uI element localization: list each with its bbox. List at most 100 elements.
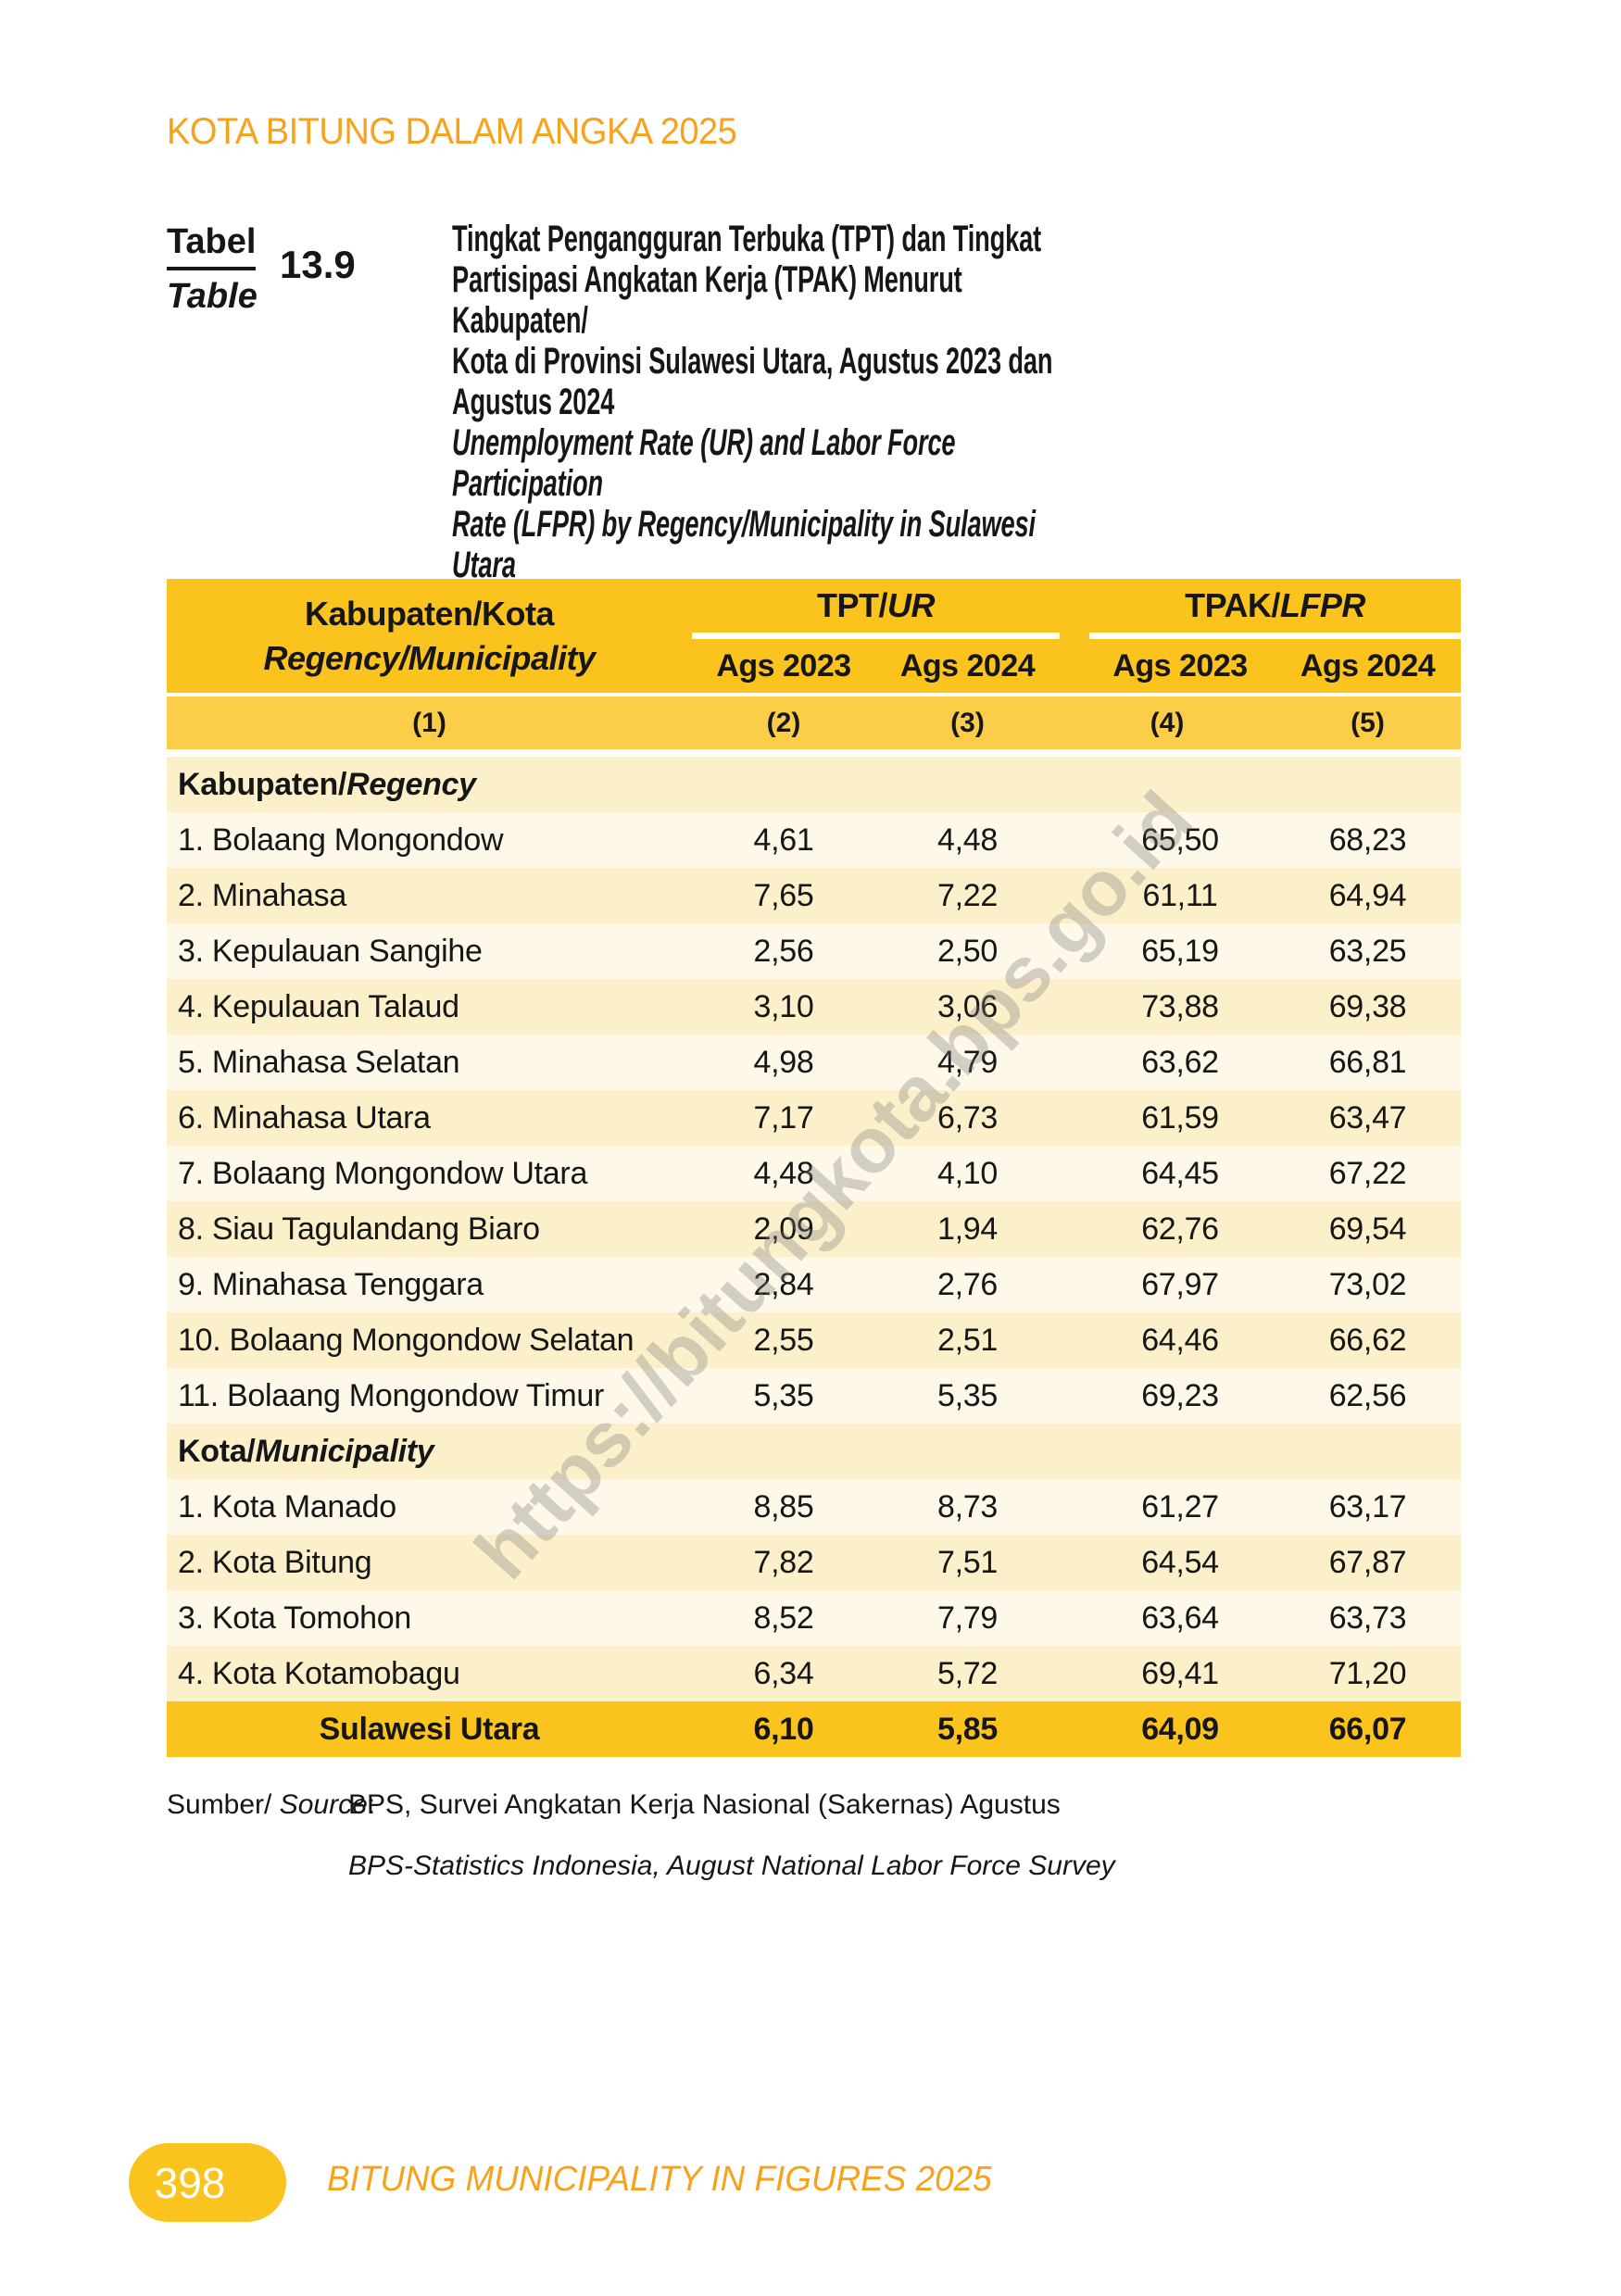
value-cell: 69,38 bbox=[1328, 988, 1407, 1024]
value-cell: 6,73 bbox=[937, 1099, 998, 1135]
source-label: Sumber/ Source: bbox=[167, 1789, 375, 1882]
value-cell: 8,73 bbox=[937, 1488, 998, 1524]
section-header-row: Kota/ Municipality bbox=[167, 1424, 1461, 1479]
value-cell: 65,50 bbox=[1141, 822, 1219, 858]
total-row-label: Sulawesi Utara bbox=[319, 1711, 540, 1747]
source-label-colon: : bbox=[367, 1789, 376, 1820]
value-cell: 2,76 bbox=[937, 1266, 998, 1302]
value-cell: 64,09 bbox=[1141, 1711, 1219, 1747]
column-number-1: (1) bbox=[412, 707, 446, 738]
region-name-cell: 2. Kota Bitung bbox=[178, 1544, 372, 1580]
value-cell: 2,09 bbox=[753, 1211, 814, 1247]
source-line-indonesian: BPS, Survei Angkatan Kerja Nasional (Sak… bbox=[348, 1789, 1061, 1820]
value-cell: 7,79 bbox=[937, 1600, 998, 1636]
value-cell: 63,25 bbox=[1328, 933, 1407, 969]
value-cell: 63,62 bbox=[1141, 1044, 1219, 1080]
table-label: Tabel Table bbox=[167, 222, 258, 317]
value-cell: 5,85 bbox=[937, 1711, 998, 1747]
header-divider-tpt bbox=[692, 633, 1060, 639]
region-name-cell: 8. Siau Tagulandang Biaro bbox=[178, 1211, 540, 1247]
table-row: 1. Bolaang Mongondow 4,61 4,48 65,50 68,23 bbox=[167, 812, 1461, 868]
value-cell: 2,84 bbox=[753, 1266, 814, 1302]
page-number: 398 bbox=[154, 2158, 226, 2207]
source-label-en: Source bbox=[271, 1789, 368, 1820]
page-number-badge: 398 bbox=[129, 2143, 286, 2222]
table-row: 2. Kota Bitung 7,82 7,51 64,54 67,87 bbox=[167, 1535, 1461, 1590]
value-cell: 5,35 bbox=[753, 1377, 814, 1413]
region-name-cell: 2. Minahasa bbox=[178, 877, 346, 913]
region-name-cell: 4. Kepulauan Talaud bbox=[178, 988, 459, 1024]
total-row: Sulawesi Utara 6,10 5,85 64,09 66,07 bbox=[167, 1701, 1461, 1757]
table-row: 11. Bolaang Mongondow Timur 5,35 5,35 69,23… bbox=[167, 1368, 1461, 1424]
value-cell: 6,34 bbox=[753, 1655, 814, 1691]
value-cell: 7,65 bbox=[753, 877, 814, 913]
value-cell: 65,19 bbox=[1141, 933, 1219, 969]
value-cell: 2,55 bbox=[753, 1322, 814, 1358]
subheader-tpak-2024: Ags 2024 bbox=[1300, 647, 1436, 684]
value-cell: 6,10 bbox=[753, 1711, 814, 1747]
value-cell: 64,46 bbox=[1141, 1322, 1219, 1358]
value-cell: 73,02 bbox=[1328, 1266, 1407, 1302]
region-name-cell: 9. Minahasa Tenggara bbox=[178, 1266, 484, 1302]
statistics-table: Kabupaten/Kota Regency/Municipality TPT/… bbox=[167, 579, 1461, 1757]
table-row: 5. Minahasa Selatan 4,98 4,79 63,62 66,81 bbox=[167, 1035, 1461, 1090]
group-tpak-id: TPAK/ bbox=[1185, 586, 1280, 624]
value-cell: 67,87 bbox=[1328, 1544, 1407, 1580]
value-cell: 2,56 bbox=[753, 933, 814, 969]
value-cell: 63,47 bbox=[1328, 1099, 1407, 1135]
value-cell: 4,48 bbox=[937, 822, 998, 858]
value-cell: 7,22 bbox=[937, 877, 998, 913]
value-cell: 66,62 bbox=[1328, 1322, 1407, 1358]
section-label: Kota/ Municipality bbox=[178, 1433, 434, 1469]
column-number-3: (3) bbox=[950, 707, 985, 738]
table-row: 7. Bolaang Mongondow Utara 4,48 4,10 64,45 6… bbox=[167, 1146, 1461, 1201]
value-cell: 62,76 bbox=[1141, 1211, 1219, 1247]
section-label: Kabupaten/ Regency bbox=[178, 766, 476, 802]
value-cell: 4,98 bbox=[753, 1044, 814, 1080]
table-row: 4. Kepulauan Talaud 3,10 3,06 73,88 69,38 bbox=[167, 979, 1461, 1035]
table-number: 13.9 bbox=[280, 243, 356, 286]
region-name-cell: 3. Kepulauan Sangihe bbox=[178, 933, 483, 969]
section-header-row: Kabupaten/ Regency bbox=[167, 757, 1461, 812]
value-cell: 69,41 bbox=[1141, 1655, 1219, 1691]
source-note: Sumber/ Source: BPS, Survei Angkatan Ker… bbox=[167, 1789, 1115, 1882]
value-cell: 67,97 bbox=[1141, 1266, 1219, 1302]
group-tpak-en: LFPR bbox=[1279, 586, 1366, 624]
header-stub-cell: Kabupaten/Kota Regency/Municipality bbox=[167, 579, 692, 693]
table-row: 4. Kota Kotamobagu 6,34 5,72 69,41 71,20 bbox=[167, 1646, 1461, 1701]
column-number-4: (4) bbox=[1150, 707, 1185, 738]
region-name-cell: 10. Bolaang Mongondow Selatan bbox=[178, 1322, 635, 1358]
subheader-tpak-2023: Ags 2023 bbox=[1112, 647, 1248, 684]
running-header: KOTA BITUNG DALAM ANGKA 2025 bbox=[167, 111, 737, 152]
value-cell: 1,94 bbox=[937, 1211, 998, 1247]
region-name-cell: 1. Bolaang Mongondow bbox=[178, 822, 504, 858]
region-name-cell: 5. Minahasa Selatan bbox=[178, 1044, 460, 1080]
table-label-en: Table bbox=[167, 277, 258, 316]
region-name-cell: 3. Kota Tomohon bbox=[178, 1600, 411, 1636]
value-cell: 2,51 bbox=[937, 1322, 998, 1358]
value-cell: 64,54 bbox=[1141, 1544, 1219, 1580]
column-number-5: (5) bbox=[1351, 707, 1385, 738]
value-cell: 61,59 bbox=[1141, 1099, 1219, 1135]
value-cell: 73,88 bbox=[1141, 988, 1219, 1024]
region-name-cell: 1. Kota Manado bbox=[178, 1488, 396, 1524]
table-body: Kabupaten/ Regency 1. Bolaang Mongondow 4,… bbox=[167, 757, 1461, 1757]
group-tpt-id: TPT/ bbox=[817, 586, 888, 624]
table-row: 1. Kota Manado 8,85 8,73 61,27 63,17 bbox=[167, 1479, 1461, 1535]
value-cell: 68,23 bbox=[1328, 822, 1407, 858]
value-cell: 62,56 bbox=[1328, 1377, 1407, 1413]
table-title-english: Unemployment Rate (UR) and Labor Force P… bbox=[452, 422, 1036, 626]
region-name-cell: 11. Bolaang Mongondow Timur bbox=[178, 1377, 604, 1413]
header-stub-en: Regency/Municipality bbox=[263, 638, 596, 677]
table-row: 6. Minahasa Utara 7,17 6,73 61,59 63,47 bbox=[167, 1090, 1461, 1146]
value-cell: 7,17 bbox=[753, 1099, 814, 1135]
value-cell: 63,64 bbox=[1141, 1600, 1219, 1636]
value-cell: 8,52 bbox=[753, 1600, 814, 1636]
value-cell: 63,17 bbox=[1328, 1488, 1407, 1524]
table-row: 3. Kota Tomohon 8,52 7,79 63,64 63,73 bbox=[167, 1590, 1461, 1646]
value-cell: 4,61 bbox=[753, 822, 814, 858]
value-cell: 64,45 bbox=[1141, 1155, 1219, 1191]
value-cell: 4,79 bbox=[937, 1044, 998, 1080]
value-cell: 4,48 bbox=[753, 1155, 814, 1191]
value-cell: 63,73 bbox=[1328, 1600, 1407, 1636]
